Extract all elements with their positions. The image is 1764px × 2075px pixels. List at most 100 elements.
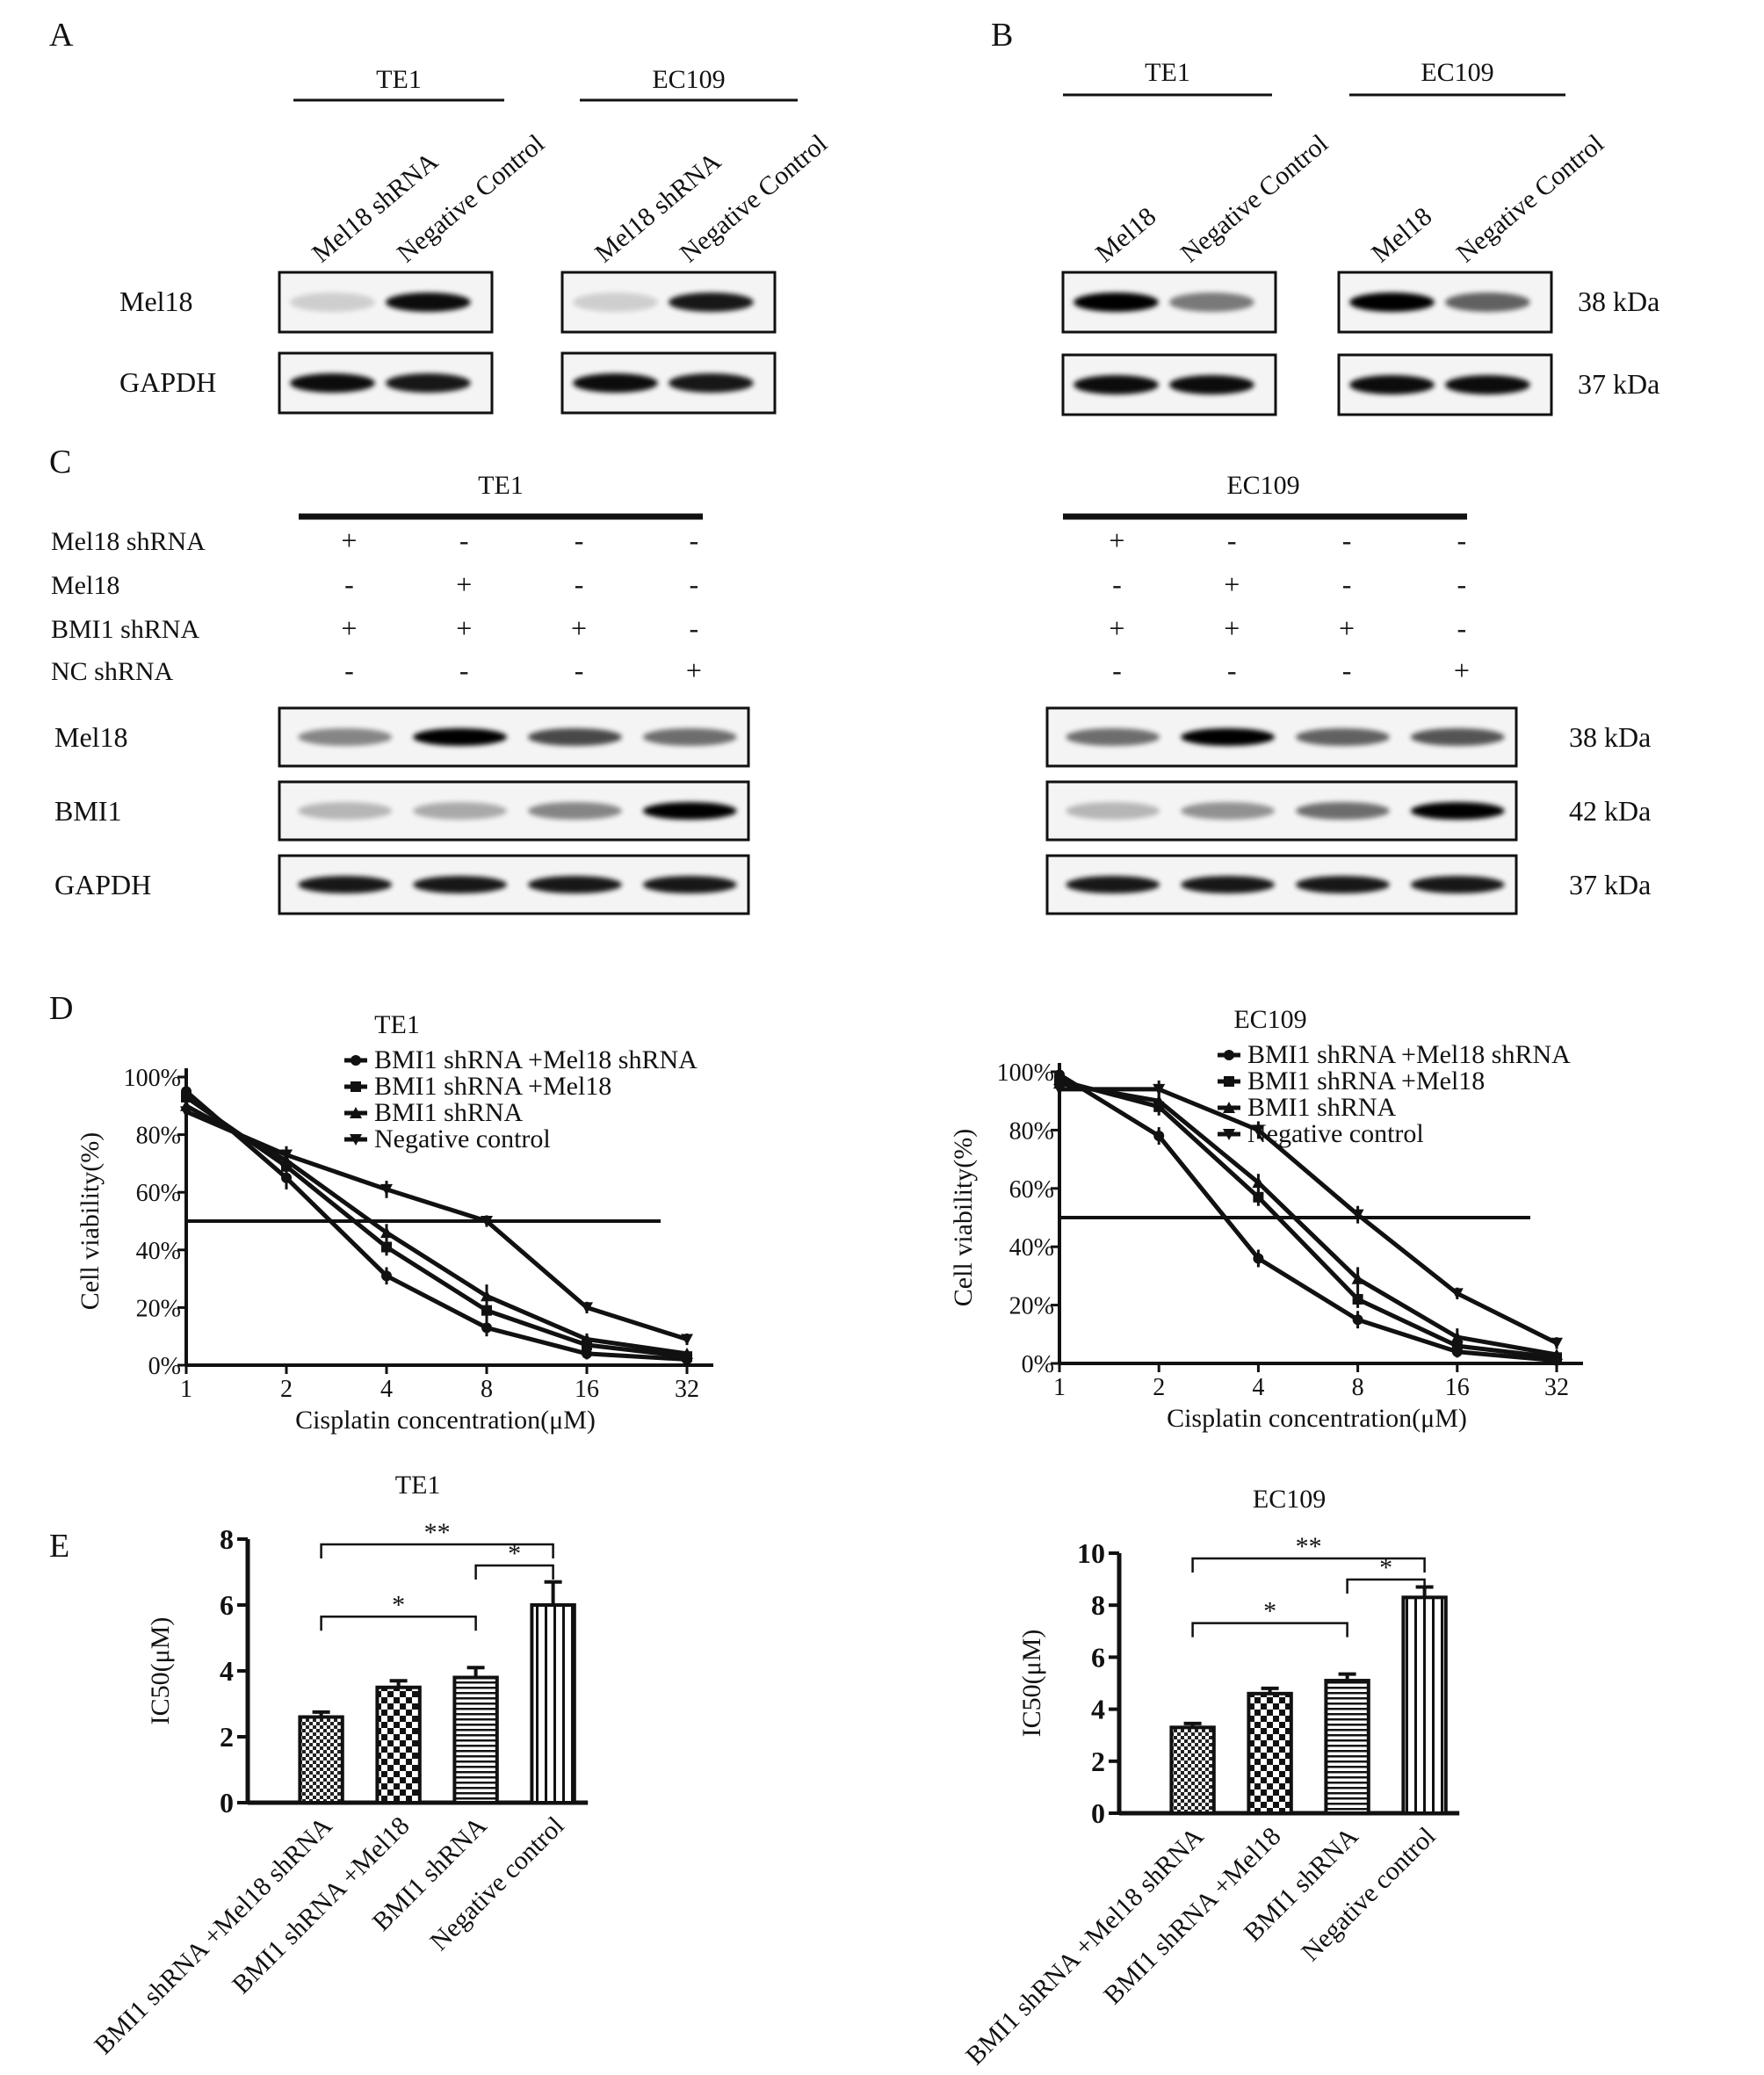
x-tick-label: 4 [380,1376,393,1403]
kda-label: 37 kDa [1578,368,1659,400]
protein-band [386,373,471,393]
protein-band [298,728,393,746]
condition-sign: - [1342,524,1352,556]
y-axis-label: IC50(μM) [146,1617,175,1725]
x-tick-label: 32 [1544,1374,1569,1401]
condition-sign: - [1457,568,1467,600]
y-tick-label: 60% [1009,1176,1054,1204]
y-tick-label: 10 [1077,1537,1105,1569]
bar [1247,1691,1293,1815]
panel-letter-a: A [49,17,74,54]
panel-letter-e: E [49,1528,69,1565]
protein-band [1169,293,1254,312]
chart-title: EC109 [1233,1005,1306,1034]
condition-sign: - [459,654,469,686]
series-line [1059,1087,1558,1346]
protein-band [298,876,393,893]
protein-band [413,728,507,746]
legend-label: BMI1 shRNA +Mel18 [1247,1066,1485,1095]
lane-label: Negative Control [392,129,550,269]
y-tick-label: 8 [1091,1589,1105,1621]
legend-label: BMI1 shRNA [374,1098,524,1127]
data-point [1450,1331,1464,1343]
protein-band [642,728,737,746]
data-point [481,1305,492,1316]
condition-label: Mel18 shRNA [51,527,206,556]
condition-sign: + [571,612,587,644]
data-point [1352,1293,1363,1305]
series-line [1059,1081,1558,1357]
y-tick-label: 20% [1009,1293,1054,1320]
data-point [481,1290,493,1302]
significance-label: ** [1296,1532,1322,1561]
y-tick-label: 0 [220,1787,234,1818]
protein-band [1066,876,1160,893]
data-point [351,1081,361,1092]
lane-label: Mel18 [1366,202,1437,269]
row-label-gapdh: GAPDH [119,366,216,398]
significance-label: * [392,1590,405,1619]
data-point [681,1347,693,1359]
data-point [351,1055,361,1066]
protein-band [573,293,658,312]
y-tick-label: 100% [997,1059,1054,1087]
chart-title: EC109 [1253,1485,1326,1514]
y-tick-label: 0% [1022,1351,1054,1378]
protein-band [1066,728,1160,746]
bar [298,1715,344,1804]
kda-label: 42 kDa [1569,795,1651,827]
data-point [681,1334,693,1346]
panel-c-group-title: TE1 [478,471,524,500]
panel-letter-b: B [991,17,1013,54]
bar [1169,1725,1216,1815]
significance-bracket [320,1543,554,1558]
panelA-group-title: EC109 [652,65,725,94]
significance-bracket [320,1616,477,1631]
data-point [1153,1131,1165,1142]
data-point [1351,1209,1364,1221]
protein-band [1181,802,1275,820]
data-point [380,1226,393,1239]
y-tick-label: 0 [1091,1797,1105,1829]
protein-band [1445,375,1530,394]
data-point [1352,1314,1363,1326]
panelB-group-title: EC109 [1421,58,1493,87]
data-point [1223,1129,1235,1140]
protein-band [1074,293,1159,312]
condition-sign: + [1454,654,1470,686]
protein-band [1445,293,1530,312]
protein-band [1066,802,1160,820]
data-point [581,1333,593,1345]
condition-sign: + [341,612,357,644]
significance-bracket [474,1564,554,1580]
protein-band [1410,876,1505,893]
protein-band [298,802,393,820]
panel-letter-c: C [49,444,71,481]
bar [1324,1679,1370,1816]
condition-sign: - [1112,568,1122,600]
data-point [1224,1050,1234,1060]
y-tick-label: 40% [136,1238,181,1265]
lane-label: Mel18 [1090,202,1161,269]
protein-band [642,802,737,820]
data-point [1450,1288,1464,1300]
condition-sign: + [341,524,357,556]
bar [1401,1595,1448,1815]
y-tick-label: 6 [1091,1641,1105,1673]
category-label: Negative control [424,1811,569,1956]
row-label-mel18: Mel18 [119,286,193,317]
condition-sign: - [1227,524,1237,556]
y-tick-label: 60% [136,1180,181,1207]
data-point [1252,1176,1265,1189]
y-tick-label: 8 [220,1523,234,1555]
condition-sign: - [459,524,469,556]
condition-sign: - [575,654,584,686]
y-tick-label: 4 [1091,1694,1105,1725]
x-axis-label: Cisplatin concentration(μM) [295,1406,596,1435]
legend-label: BMI1 shRNA +Mel18 [374,1072,611,1101]
protein-band [290,293,375,312]
western-blots: TE1 Mel18 shRNA Negative Control EC109 Mel18… [51,58,1659,915]
significance-label: * [1263,1597,1276,1626]
significance-bracket [1346,1578,1426,1594]
